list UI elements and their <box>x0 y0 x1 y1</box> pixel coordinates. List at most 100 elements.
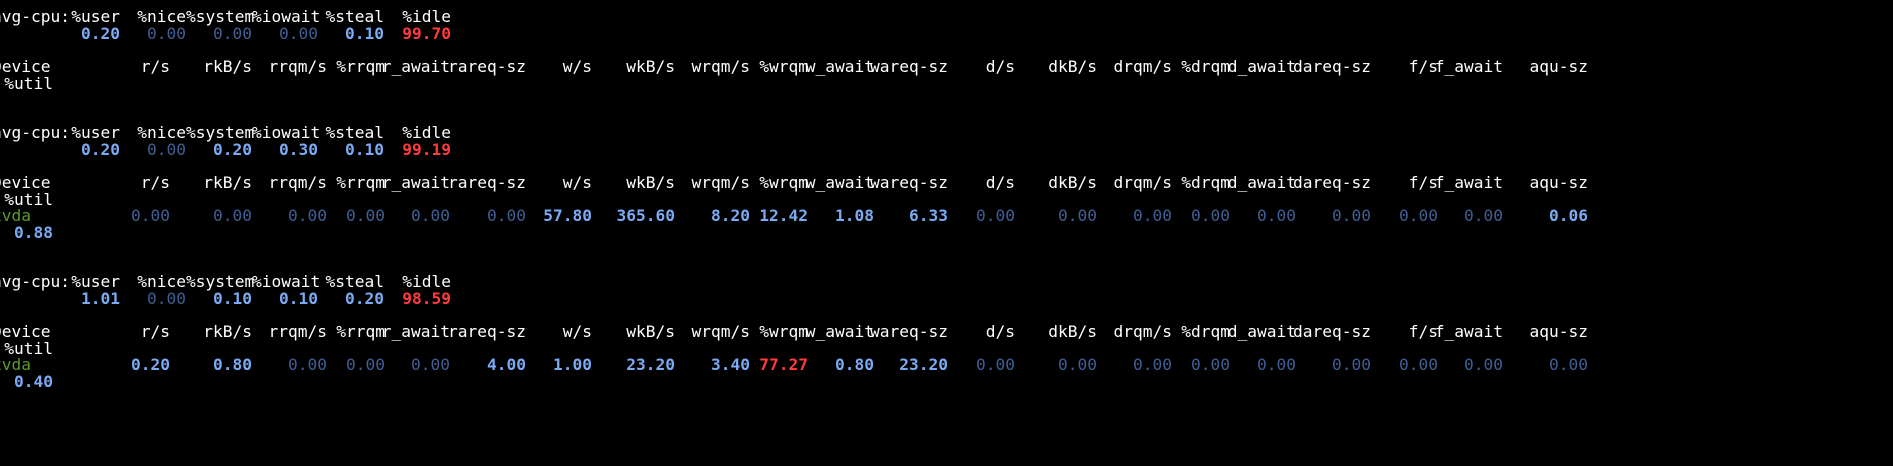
device-column-header: w_await <box>805 57 874 76</box>
cpu-value: 0.00 <box>147 23 186 43</box>
cpu-value: 0.00 <box>147 139 186 159</box>
device-value: 6.33 <box>909 206 948 226</box>
device-util-row: 0.88 <box>0 223 1893 243</box>
device-value: 0.00 <box>1399 355 1438 375</box>
device-column-header: wrqm/s <box>691 57 750 76</box>
cpu-header-row: avg-cpu:%user %nice%system%iowait%steal %i… <box>0 7 600 27</box>
device-column-header: w_await <box>805 322 874 341</box>
device-value: 77.27 <box>759 355 808 375</box>
device-value: 3.40 <box>711 355 750 375</box>
cpu-column-header: %nice <box>137 123 186 142</box>
device-column-header: rareq-sz <box>448 57 526 76</box>
cpu-value: 0.20 <box>81 139 120 159</box>
device-column-header: dkB/s <box>1048 322 1097 341</box>
device-util-value: 0.40 <box>14 371 53 391</box>
device-value: 0.00 <box>131 206 170 226</box>
device-value: 57.80 <box>543 206 592 226</box>
device-column-header: f_await <box>1434 322 1503 341</box>
cpu-values-row: 1.01 0.00 0.10 0.10 0.20 98.59 <box>0 289 600 309</box>
cpu-column-header: %nice <box>137 7 186 26</box>
device-column-header: wrqm/s <box>691 173 750 192</box>
cpu-value: 99.19 <box>402 139 451 159</box>
device-column-header: r_await <box>381 57 450 76</box>
device-column-header: d/s <box>985 322 1015 341</box>
device-column-header: wkB/s <box>626 57 675 76</box>
device-column-header: dkB/s <box>1048 57 1097 76</box>
device-column-header: rareq-sz <box>448 173 526 192</box>
cpu-label: avg-cpu: <box>0 7 70 26</box>
device-column-header: wkB/s <box>626 173 675 192</box>
device-value: 0.00 <box>487 206 526 226</box>
device-column-header: rkB/s <box>203 57 252 76</box>
device-column-header: %drqm <box>1181 57 1230 76</box>
cpu-value: 0.00 <box>147 288 186 308</box>
device-column-header: rkB/s <box>203 322 252 341</box>
device-value: 0.00 <box>1332 206 1371 226</box>
cpu-value: 0.20 <box>213 139 252 159</box>
device-header-row: Device r/s rkB/s rrqm/s %rrqmr_awaitrareq-sz… <box>0 57 1893 77</box>
cpu-value: 0.10 <box>213 288 252 308</box>
device-value: 0.00 <box>1257 206 1296 226</box>
cpu-value: 99.70 <box>402 23 451 43</box>
cpu-value: 98.59 <box>402 288 451 308</box>
device-column-header: %wrqm <box>759 173 808 192</box>
device-value: 0.00 <box>1133 206 1172 226</box>
cpu-value: 0.00 <box>213 23 252 43</box>
device-header-wrap-row: %util <box>0 74 1893 94</box>
device-value: 0.00 <box>1257 355 1296 375</box>
device-value: 0.00 <box>346 206 385 226</box>
device-label: Device <box>0 322 51 341</box>
device-util-row: 0.40 <box>0 372 1893 392</box>
device-value: 0.00 <box>213 206 252 226</box>
device-column-header: rrqm/s <box>268 322 327 341</box>
cpu-column-header: %steal <box>325 272 384 291</box>
device-column-header: f/s <box>1408 173 1438 192</box>
device-column-header: rkB/s <box>203 173 252 192</box>
device-column-header: %drqm <box>1181 173 1230 192</box>
util-column-header: %util <box>4 73 53 93</box>
device-column-header: %wrqm <box>759 57 808 76</box>
device-column-header: r/s <box>140 173 170 192</box>
device-column-header: drqm/s <box>1113 57 1172 76</box>
device-value: 0.00 <box>1133 355 1172 375</box>
cpu-value: 0.10 <box>345 139 384 159</box>
device-column-header: %rrqm <box>336 57 385 76</box>
cpu-values-row: 0.20 0.00 0.20 0.30 0.10 99.19 <box>0 140 600 160</box>
cpu-column-header: %user <box>71 7 120 26</box>
device-row: xvda 0.20 0.80 0.00 0.00 0.00 4.00 1.00 23.20 3.4… <box>0 355 1893 375</box>
cpu-value: 0.10 <box>345 23 384 43</box>
util-column-header: %util <box>4 338 53 358</box>
device-column-header: wareq-sz <box>870 322 948 341</box>
device-column-header: r_await <box>381 173 450 192</box>
cpu-values-row: 0.20 0.00 0.00 0.00 0.10 99.70 <box>0 24 600 44</box>
cpu-column-header: %system <box>186 272 255 291</box>
cpu-column-header: %system <box>186 7 255 26</box>
device-column-header: d_await <box>1227 57 1296 76</box>
device-column-header: dareq-sz <box>1293 57 1371 76</box>
device-column-header: %rrqm <box>336 173 385 192</box>
device-value: 12.42 <box>759 206 808 226</box>
device-column-header: %drqm <box>1181 322 1230 341</box>
device-column-header: wkB/s <box>626 322 675 341</box>
device-column-header: w/s <box>562 322 592 341</box>
cpu-header-row: avg-cpu:%user %nice%system%iowait%steal %i… <box>0 123 600 143</box>
device-column-header: w_await <box>805 173 874 192</box>
device-header-row: Device r/s rkB/s rrqm/s %rrqmr_awaitrareq-sz… <box>0 322 1893 342</box>
device-name: xvda <box>0 206 31 226</box>
device-column-header: dareq-sz <box>1293 173 1371 192</box>
device-column-header: rareq-sz <box>448 322 526 341</box>
device-label: Device <box>0 57 51 76</box>
cpu-value: 0.00 <box>279 23 318 43</box>
device-value: 0.00 <box>411 206 450 226</box>
device-value: 0.00 <box>1464 206 1503 226</box>
cpu-value: 0.20 <box>345 288 384 308</box>
device-value: 0.00 <box>1191 355 1230 375</box>
device-column-header: w/s <box>562 173 592 192</box>
device-value: 0.20 <box>131 355 170 375</box>
device-value: 1.00 <box>553 355 592 375</box>
device-value: 0.00 <box>1058 206 1097 226</box>
device-column-header: rrqm/s <box>268 173 327 192</box>
device-value: 0.80 <box>835 355 874 375</box>
device-name: xvda <box>0 355 31 375</box>
